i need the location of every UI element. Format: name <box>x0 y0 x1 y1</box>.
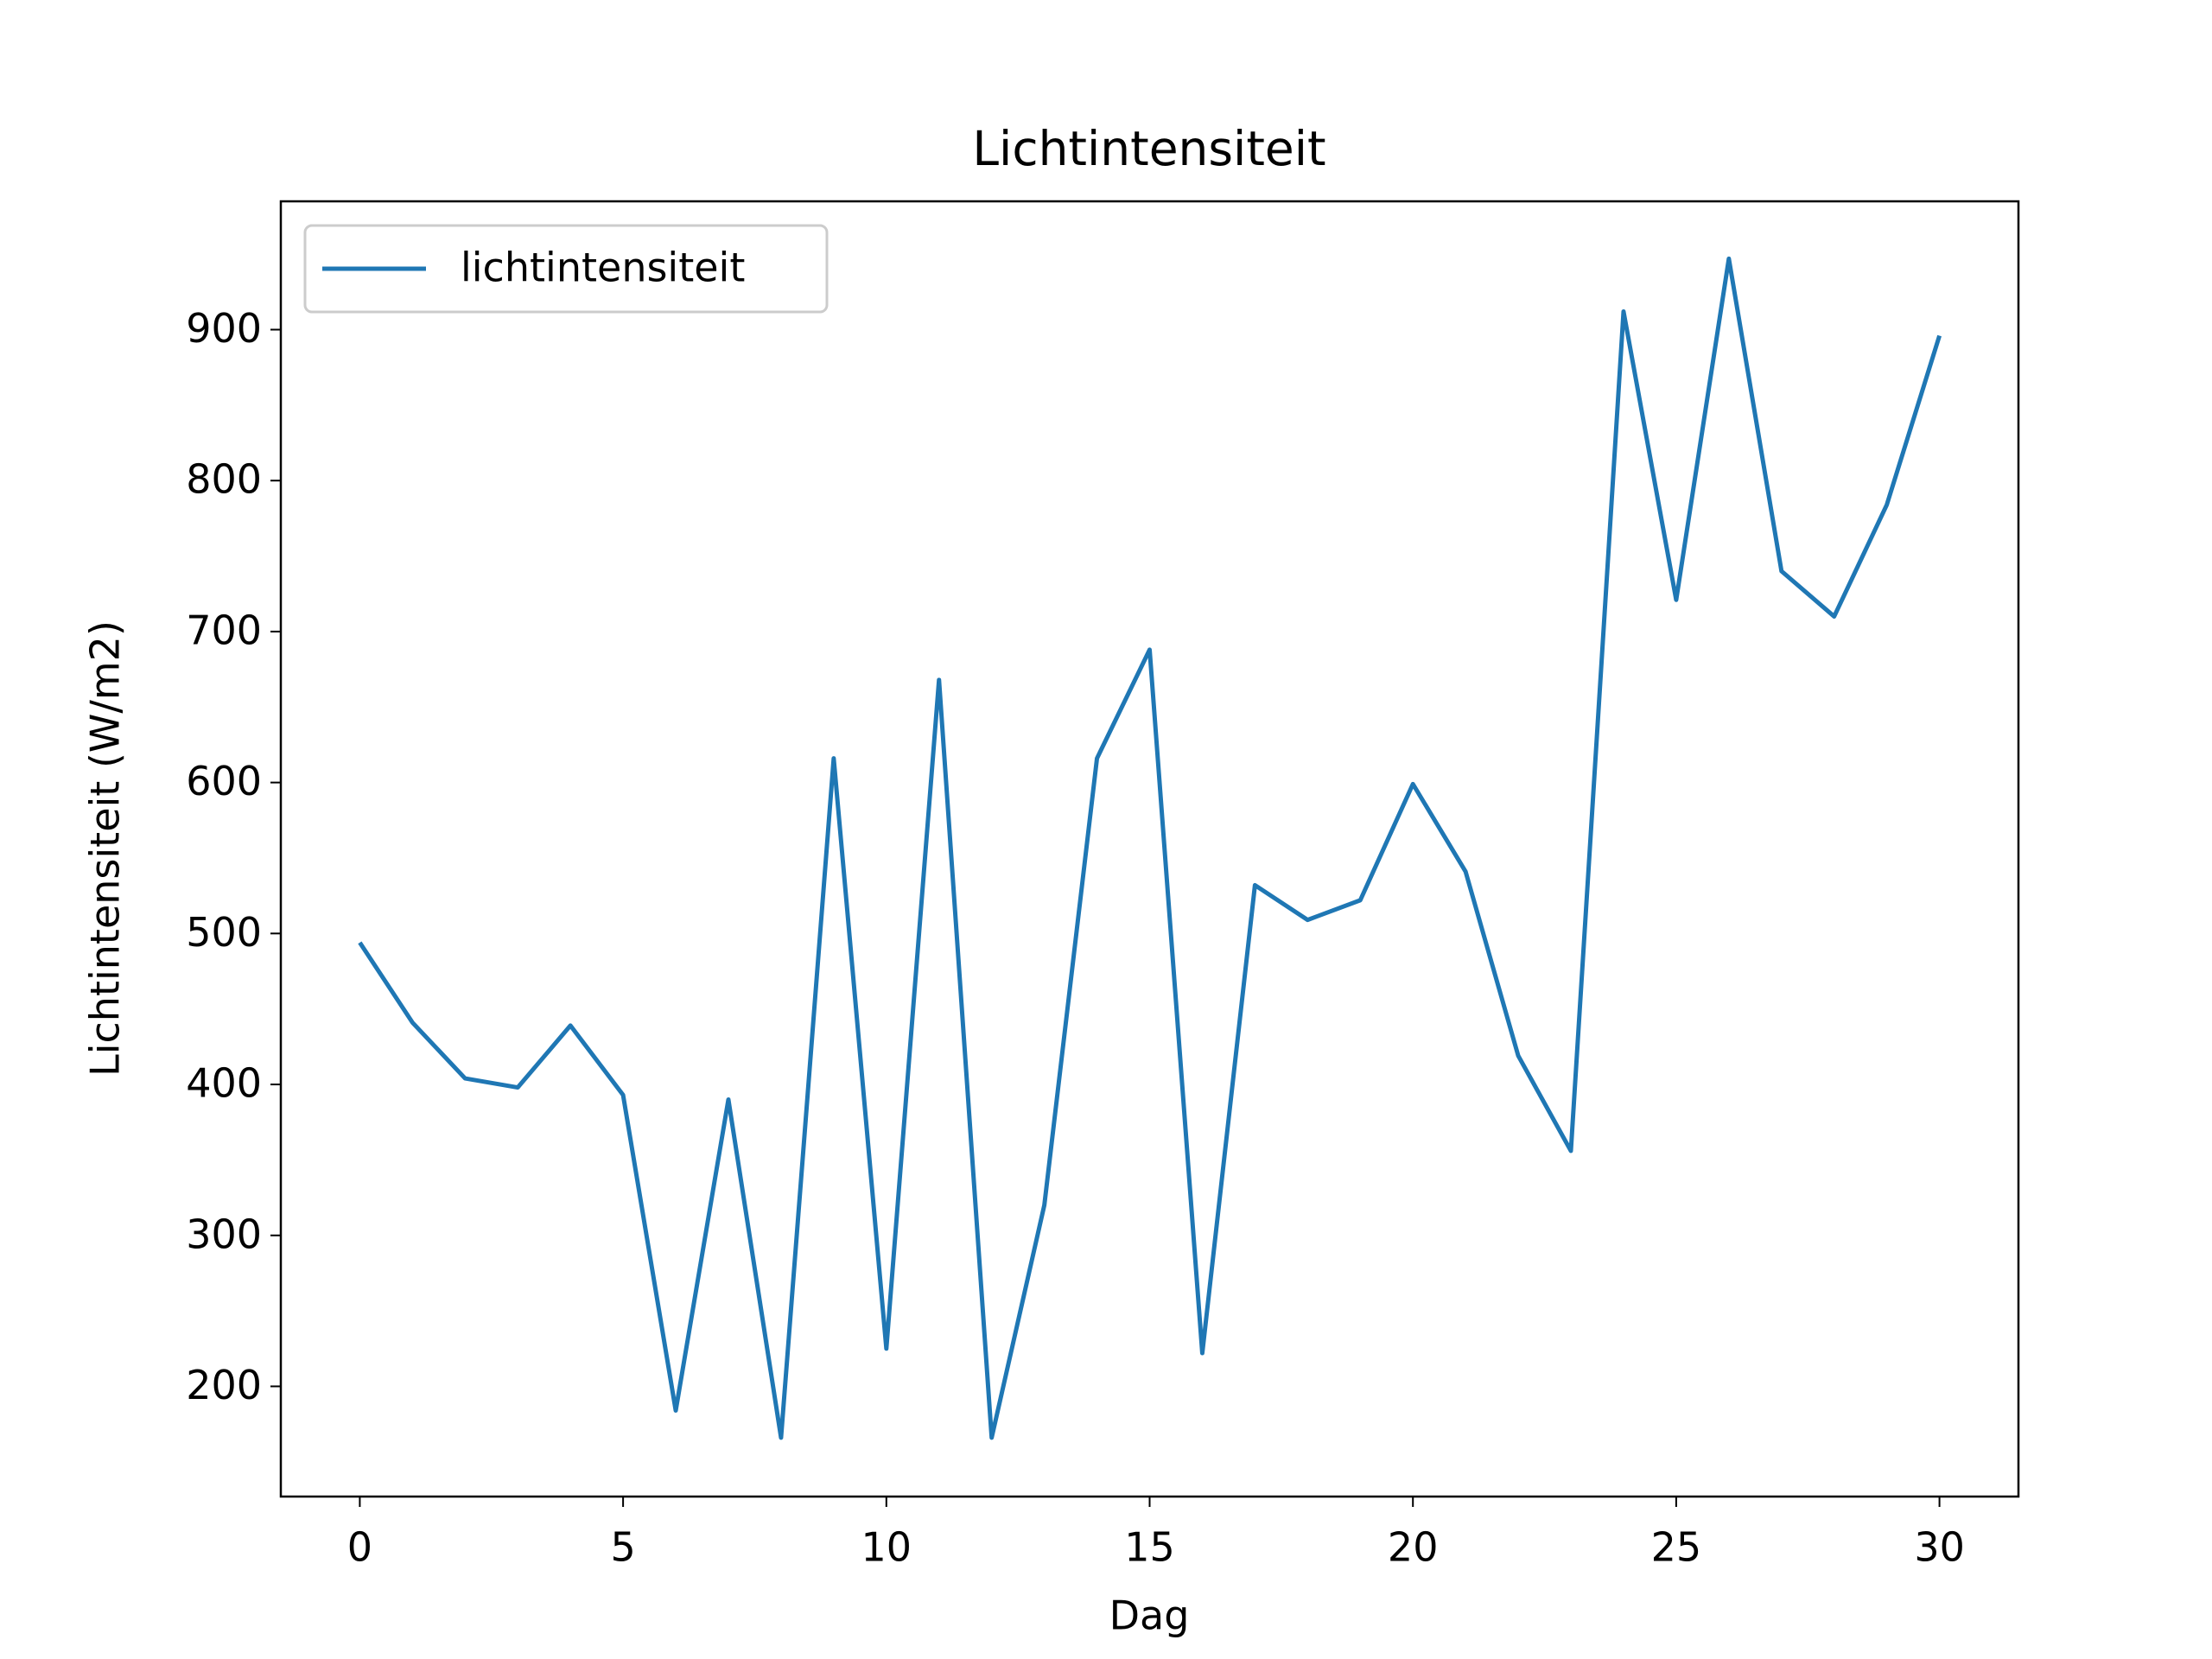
x-tick-label: 5 <box>610 1524 635 1571</box>
x-tick-label: 0 <box>347 1524 372 1571</box>
y-tick-label: 600 <box>186 758 262 804</box>
legend-label: lichtintensiteit <box>461 245 745 291</box>
y-tick-label: 300 <box>186 1211 262 1257</box>
x-tick-label: 20 <box>1388 1524 1439 1571</box>
y-tick-label: 900 <box>186 305 262 352</box>
y-axis-label: Lichtintensiteit (W/m2) <box>82 620 129 1077</box>
x-tick-label: 10 <box>861 1524 912 1571</box>
y-tick-label: 800 <box>186 456 262 503</box>
y-tick-label: 500 <box>186 909 262 956</box>
plot-frame <box>279 200 2020 1498</box>
x-tick-label: 15 <box>1124 1524 1175 1571</box>
y-tick-label: 400 <box>186 1060 262 1107</box>
x-tick-label: 25 <box>1651 1524 1702 1571</box>
y-tick-label: 200 <box>186 1362 262 1408</box>
x-axis-label: Dag <box>1109 1592 1190 1639</box>
data-line <box>358 256 1942 1440</box>
y-tick-label: 700 <box>186 607 262 653</box>
x-tick-label: 30 <box>1914 1524 1965 1571</box>
chart-title: Lichtintensiteit <box>972 121 1325 176</box>
legend-box <box>303 224 829 314</box>
